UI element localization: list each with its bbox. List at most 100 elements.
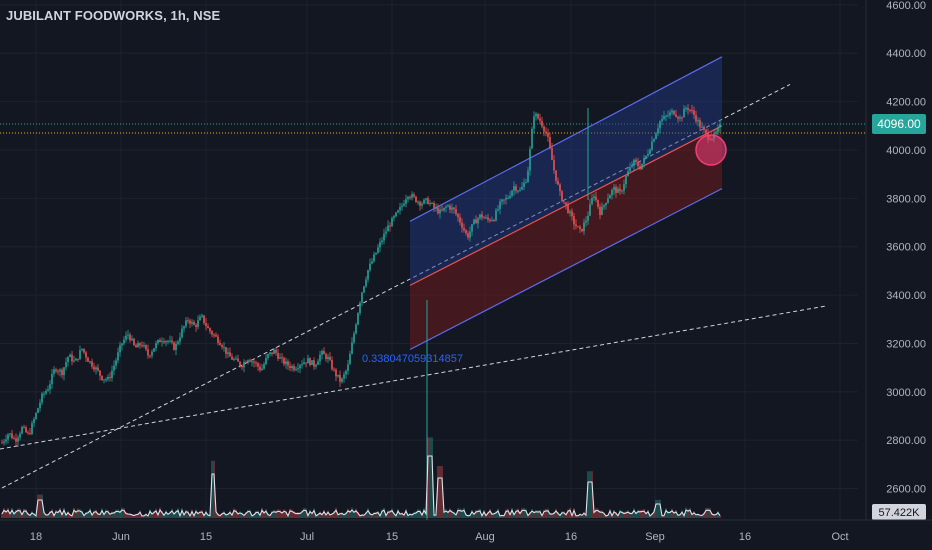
- candle-body: [59, 369, 61, 372]
- candle-body: [337, 374, 339, 377]
- candle-body: [467, 233, 469, 238]
- candle-body: [699, 120, 701, 128]
- candle-body: [419, 201, 421, 206]
- volume-bar: [473, 513, 475, 518]
- volume-bar: [567, 509, 569, 518]
- volume-bar: [525, 508, 527, 518]
- volume-bar: [313, 508, 315, 518]
- candle-body: [267, 354, 269, 358]
- volume-bar: [315, 515, 317, 518]
- volume-bar: [351, 507, 353, 518]
- candle-body: [621, 190, 623, 192]
- trendlines: [0, 84, 866, 489]
- price-axis[interactable]: 4600.00 4400.00 4200.00 4000.00 3800.00 3600.…: [865, 0, 926, 520]
- candle-body: [381, 240, 383, 243]
- candle-body: [539, 118, 541, 121]
- volume-bar: [77, 508, 79, 518]
- candle-body: [349, 353, 351, 365]
- y-tick-label: 4200.00: [886, 97, 926, 109]
- volume-bar: [289, 508, 291, 518]
- volume-bar: [237, 512, 239, 518]
- volume-bar: [91, 514, 93, 518]
- volume-bar: [247, 509, 249, 518]
- candle-body: [657, 128, 659, 134]
- candle-body: [271, 352, 273, 354]
- candle-body: [291, 366, 293, 369]
- volume-bar: [43, 511, 45, 518]
- candle-body: [375, 252, 377, 255]
- volume-bar: [213, 460, 215, 518]
- candle-body: [399, 207, 401, 211]
- volume-bar: [643, 508, 645, 518]
- volume-bar: [589, 471, 591, 518]
- candle-body: [541, 120, 543, 127]
- volume-bar: [543, 509, 545, 518]
- candle-body: [121, 343, 123, 346]
- volume-bar: [563, 511, 565, 518]
- candle-body: [379, 242, 381, 248]
- candle-body: [483, 217, 485, 219]
- candle-body: [453, 207, 455, 210]
- volume-bar: [233, 508, 235, 518]
- candle-body: [407, 196, 409, 200]
- candle-body: [31, 423, 33, 434]
- candle-body: [205, 323, 207, 327]
- volume-bar: [89, 508, 91, 518]
- candle-body: [509, 195, 511, 198]
- candle-body: [133, 338, 135, 346]
- volume-bar: [85, 511, 87, 518]
- volume-bar: [255, 510, 257, 518]
- candle-body: [213, 334, 215, 336]
- candle-body: [21, 427, 23, 434]
- candle-body: [83, 348, 85, 353]
- candle-body: [25, 427, 27, 433]
- volume-bar: [687, 509, 689, 518]
- candle-body: [203, 315, 205, 324]
- candle-body: [503, 199, 505, 201]
- candle-body: [377, 247, 379, 253]
- volume-bar: [191, 509, 193, 518]
- volume-bar: [39, 494, 41, 518]
- volume-bar: [373, 512, 375, 518]
- candle-body: [429, 202, 431, 205]
- candle-body: [445, 206, 447, 208]
- time-axis[interactable]: 18 Jun 15 Jul 15 Aug 16 Sep 16 Oct: [0, 519, 932, 543]
- x-tick-label: 16: [565, 531, 577, 543]
- volume-bar: [17, 508, 19, 518]
- volume-bar: [7, 507, 9, 518]
- candle-body: [183, 326, 185, 329]
- volume-bar: [659, 499, 661, 518]
- candle-body: [297, 368, 299, 370]
- candle-body: [585, 220, 587, 223]
- candle-body: [607, 198, 609, 203]
- candle-body: [493, 219, 495, 221]
- volume-bar: [715, 513, 717, 518]
- candle-body: [697, 120, 699, 122]
- candle-body: [259, 366, 261, 371]
- candle-body: [571, 211, 573, 217]
- volume-bar: [331, 513, 333, 518]
- candle-body: [659, 121, 661, 129]
- volume-bar: [523, 507, 525, 518]
- candle-body: [529, 148, 531, 171]
- volume-bar: [5, 510, 7, 518]
- volume-bar: [505, 509, 507, 518]
- volume-bar: [493, 512, 495, 518]
- candle-body: [263, 364, 265, 369]
- candle-body: [7, 434, 9, 440]
- volume-bar: [519, 512, 521, 518]
- volume-bar: [515, 509, 517, 518]
- candle-body: [455, 209, 457, 214]
- candle-body: [223, 347, 225, 349]
- candle-body: [99, 370, 101, 376]
- candle-body: [395, 212, 397, 217]
- candle-body: [45, 390, 47, 394]
- candle-body: [57, 371, 59, 373]
- candle-body: [283, 358, 285, 365]
- candle-body: [553, 160, 555, 171]
- volume-bar: [163, 514, 165, 518]
- volume-bar: [637, 509, 639, 518]
- candle-body: [319, 354, 321, 362]
- candle-body: [589, 204, 591, 216]
